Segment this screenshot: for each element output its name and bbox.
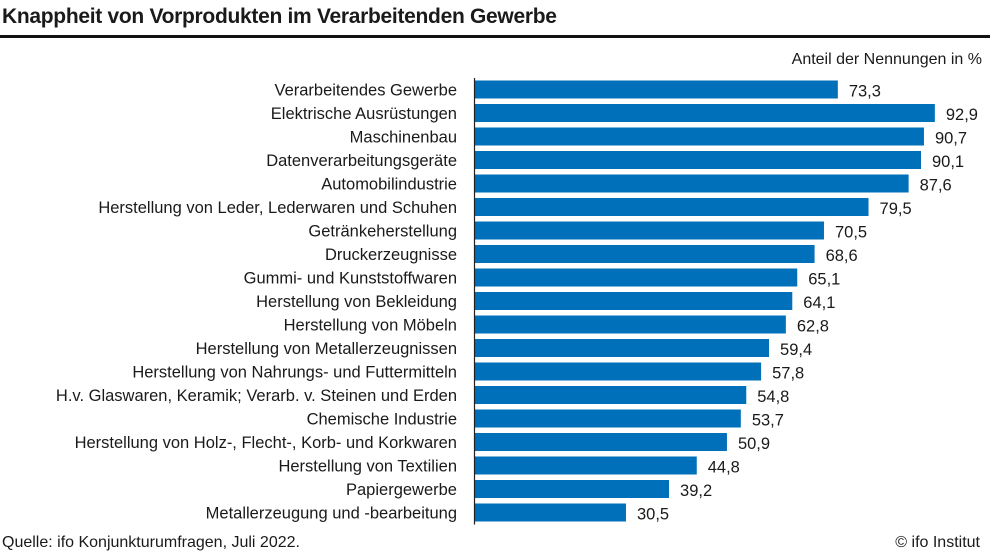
category-label: Getränkeherstellung	[308, 223, 457, 241]
value-label: 57,8	[772, 365, 804, 383]
bar	[475, 221, 824, 240]
value-label: 62,8	[797, 318, 829, 336]
source-note: Quelle: ifo Konjunkturumfragen, Juli 202…	[2, 534, 300, 551]
bar	[475, 245, 815, 263]
category-label: Maschinenbau	[350, 129, 457, 147]
value-label: 65,1	[808, 271, 840, 289]
bar	[475, 409, 741, 428]
category-label: Druckerzeugnisse	[325, 246, 457, 264]
category-label: Datenverarbeitungsgeräte	[266, 152, 457, 170]
bar	[475, 292, 793, 310]
value-label: 79,5	[880, 200, 912, 218]
category-label: Herstellung von Holz-, Flecht-, Korb- un…	[75, 434, 457, 452]
bar	[475, 456, 697, 475]
category-label: Verarbeitendes Gewerbe	[274, 82, 457, 100]
value-label: 54,8	[757, 388, 789, 406]
category-label: Chemische Industrie	[307, 411, 457, 429]
value-label: 50,9	[738, 435, 770, 453]
category-label: Metallerzeugung und -bearbeitung	[206, 505, 457, 523]
value-label: 64,1	[803, 294, 835, 312]
category-label: Elektrische Ausrüstungen	[271, 105, 457, 123]
bar	[475, 386, 747, 404]
category-label: Herstellung von Leder, Lederwaren und Sc…	[98, 199, 457, 217]
bar	[475, 80, 838, 99]
value-label: 90,7	[935, 130, 967, 148]
value-label: 30,5	[637, 506, 669, 524]
bar	[475, 174, 909, 193]
category-label: Gummi- und Kunststoffwaren	[244, 270, 457, 288]
value-label: 59,4	[780, 341, 812, 359]
value-label: 87,6	[920, 177, 952, 195]
bar	[475, 268, 798, 287]
value-label: 73,3	[849, 83, 881, 101]
chart-title: Knappheit von Vorprodukten im Verarbeite…	[2, 5, 557, 28]
category-label: H.v. Glaswaren, Keramik; Verarb. v. Stei…	[56, 387, 457, 405]
category-label: Papiergewerbe	[346, 481, 457, 499]
value-label: 92,9	[946, 106, 978, 124]
value-label: 53,7	[752, 412, 784, 430]
value-label: 70,5	[835, 224, 867, 242]
unit-label: Anteil der Nennungen in %	[791, 51, 982, 68]
bar	[475, 433, 727, 451]
copyright-note: © ifo Institut	[895, 534, 980, 551]
bar	[475, 480, 670, 498]
category-label: Herstellung von Textilien	[278, 458, 457, 476]
bar	[475, 127, 924, 146]
bar	[475, 339, 770, 357]
category-label: Automobilindustrie	[321, 176, 457, 194]
bar	[475, 151, 921, 169]
title-divider	[0, 35, 990, 38]
value-label: 44,8	[708, 459, 740, 477]
category-label: Herstellung von Metallerzeugnissen	[196, 340, 457, 358]
category-label: Herstellung von Nahrungs- und Futtermitt…	[132, 364, 457, 382]
bar	[475, 198, 869, 216]
value-label: 90,1	[932, 153, 964, 171]
value-label: 68,6	[826, 247, 858, 265]
bar	[475, 362, 762, 381]
value-label: 39,2	[680, 482, 712, 500]
category-label: Herstellung von Bekleidung	[256, 293, 457, 311]
bar	[475, 315, 786, 334]
bar	[475, 104, 935, 122]
bar	[475, 503, 626, 522]
category-label: Herstellung von Möbeln	[284, 317, 457, 335]
